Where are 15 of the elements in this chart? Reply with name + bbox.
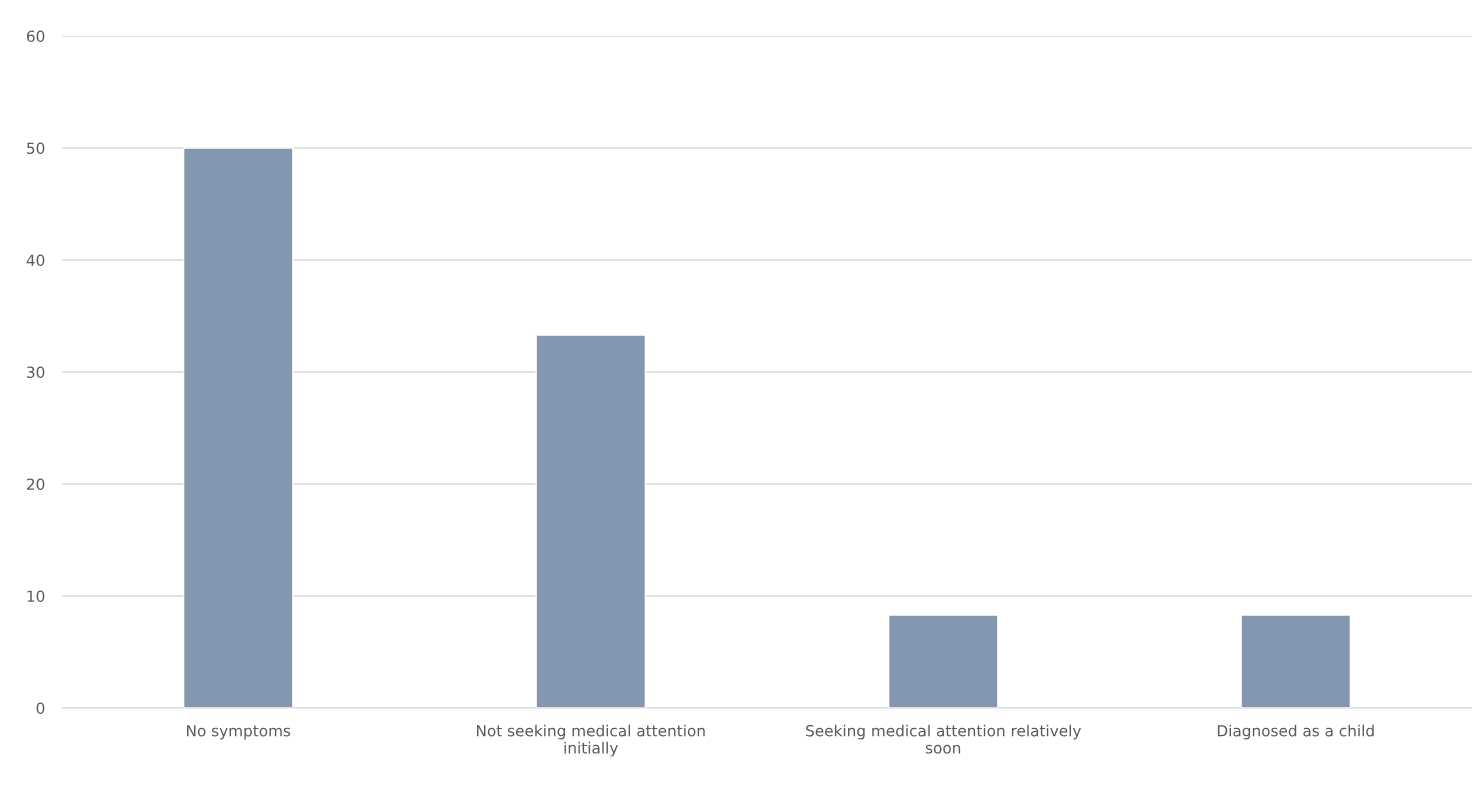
y-tick-label: 30	[27, 366, 45, 379]
bar	[1240, 614, 1352, 708]
x-tick-label: Not seeking medical attention initially	[477, 724, 705, 757]
y-tick-label: 20	[27, 478, 45, 491]
x-tick-label: Diagnosed as a child	[1217, 724, 1374, 740]
bar	[887, 614, 999, 708]
y-tick-label: 10	[27, 590, 45, 603]
y-tick-label: 60	[26, 30, 45, 43]
bar	[182, 147, 294, 708]
y-tick-label: 0	[36, 702, 45, 715]
bar	[535, 334, 647, 708]
x-tick-label: No symptoms	[187, 725, 291, 740]
y-tick-label: 40	[26, 254, 45, 267]
x-tick-label: Seeking medical attention relatively soon	[806, 724, 1081, 754]
y-tick-label: 50	[27, 142, 45, 155]
